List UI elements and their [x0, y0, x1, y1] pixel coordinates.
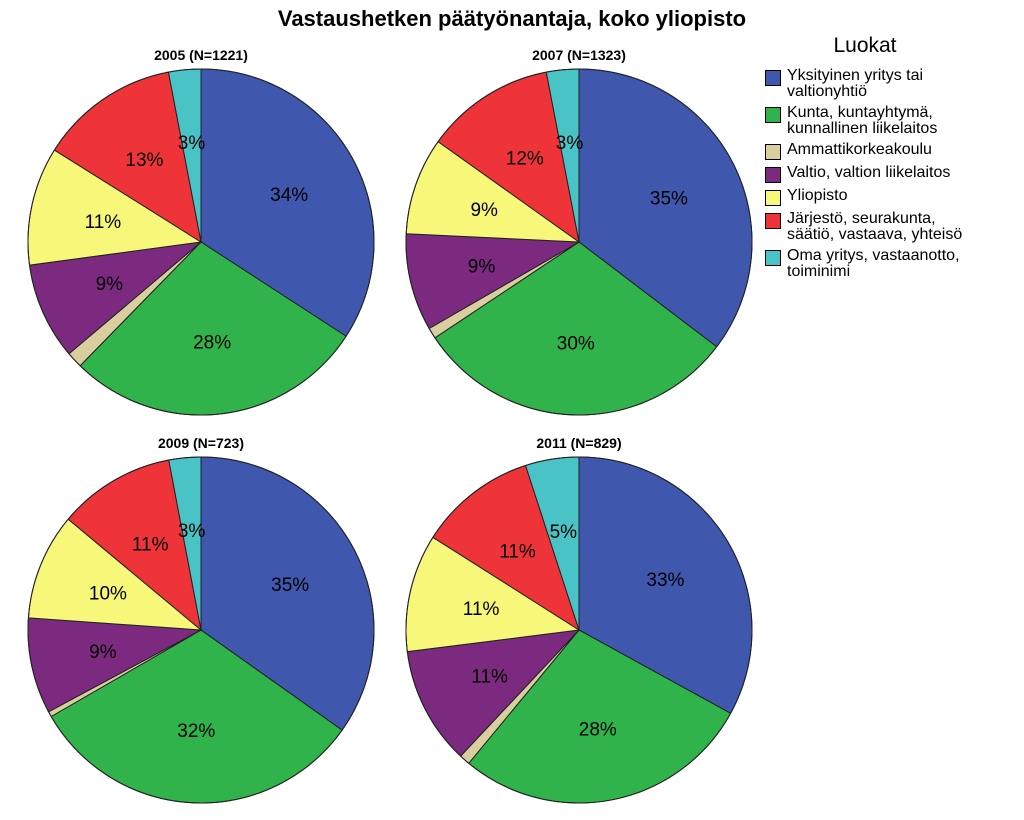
legend-item: Oma yritys, vastaanotto, toiminimi	[765, 248, 1017, 280]
legend-item: Yliopisto	[765, 188, 1017, 206]
pie-slice-label: 28%	[579, 720, 617, 741]
pie-slice-label: 9%	[470, 200, 498, 221]
legend-swatch	[765, 167, 781, 183]
legend-label: Ammattikorkeakoulu	[787, 141, 932, 158]
pie-outline	[27, 456, 375, 804]
pie-slice-label: 32%	[177, 721, 215, 742]
legend-label: Järjestö, seurakunta, säätiö, vastaava, …	[787, 210, 963, 243]
pie-slice-label: 30%	[557, 333, 595, 354]
chart-title: Vastaushetken päätyönantaja, koko yliopi…	[277, 6, 747, 31]
legend-item: Valtio, valtion liikelaitos	[765, 165, 1017, 183]
pie-slice-label: 35%	[650, 188, 688, 209]
legend-swatch	[765, 190, 781, 206]
pie-title: 2009 (N=723)	[158, 435, 244, 451]
legend-swatch	[765, 70, 781, 86]
legend: Luokat Yksityinen yritys tai valtionyhti…	[765, 34, 1017, 285]
legend-swatch	[765, 213, 781, 229]
pie-slice-label: 3%	[556, 133, 584, 154]
pie-slice-label: 28%	[193, 333, 231, 354]
legend-item: Kunta, kuntayhtymä, kunnallinen liikelai…	[765, 105, 1017, 137]
pie-slice-label: 3%	[178, 521, 206, 542]
pie-slice-label: 35%	[271, 575, 309, 596]
pie-slice-label: 11%	[132, 535, 169, 556]
pie-chart: 2011 (N=829) 33% 28% 11% 11% 11% 5%	[405, 435, 753, 804]
pie-outline	[27, 68, 375, 416]
legend-item: Ammattikorkeakoulu	[765, 142, 1017, 160]
legend-label: Oma yritys, vastaanotto, toiminimi	[787, 247, 960, 280]
pie-slice-label: 11%	[85, 212, 122, 233]
legend-label: Kunta, kuntayhtymä, kunnallinen liikelai…	[787, 104, 938, 137]
pie-slice-label: 11%	[471, 667, 508, 688]
pie-chart: 2007 (N=1323) 35% 30% 9% 9% 12% 3%	[405, 47, 753, 416]
pie-slice-label: 9%	[96, 274, 124, 295]
legend-label: Valtio, valtion liikelaitos	[787, 164, 951, 181]
legend-item: Yksityinen yritys tai valtionyhtiö	[765, 68, 1017, 100]
pie-slice-label: 34%	[270, 185, 308, 206]
pie-slice-label: 10%	[89, 584, 127, 605]
legend-items: Yksityinen yritys tai valtionyhtiö Kunta,…	[765, 68, 1017, 280]
pie-slice-label: 9%	[468, 257, 496, 278]
pie-outline	[405, 456, 753, 804]
pie-outline	[405, 68, 753, 416]
pie-slice-label: 11%	[499, 542, 536, 563]
legend-title: Luokat	[833, 34, 897, 57]
pie-slice-label: 33%	[646, 570, 684, 591]
pie-title: 2005 (N=1221)	[154, 47, 248, 63]
legend-item: Järjestö, seurakunta, säätiö, vastaava, …	[765, 211, 1017, 243]
pie-slice-label: 11%	[463, 599, 500, 620]
legend-swatch	[765, 144, 781, 160]
legend-swatch	[765, 250, 781, 266]
pie-slice-label: 9%	[89, 642, 117, 663]
pie-slice-label: 12%	[506, 149, 544, 170]
pie-title: 2011 (N=829)	[536, 435, 621, 451]
pie-chart: 2009 (N=723) 35% 32% 9% 10% 11% 3%	[27, 435, 375, 804]
legend-swatch	[765, 107, 781, 123]
pie-title: 2007 (N=1323)	[532, 47, 626, 63]
legend-label: Yksityinen yritys tai valtionyhtiö	[787, 67, 924, 100]
pie-slice-label: 3%	[178, 133, 206, 154]
legend-label: Yliopisto	[787, 187, 848, 204]
pie-chart: 2005 (N=1221) 34% 28% 9% 11% 13% 3%	[27, 47, 375, 416]
pie-slice-label: 5%	[550, 522, 578, 543]
pie-slice-label: 13%	[125, 150, 163, 171]
